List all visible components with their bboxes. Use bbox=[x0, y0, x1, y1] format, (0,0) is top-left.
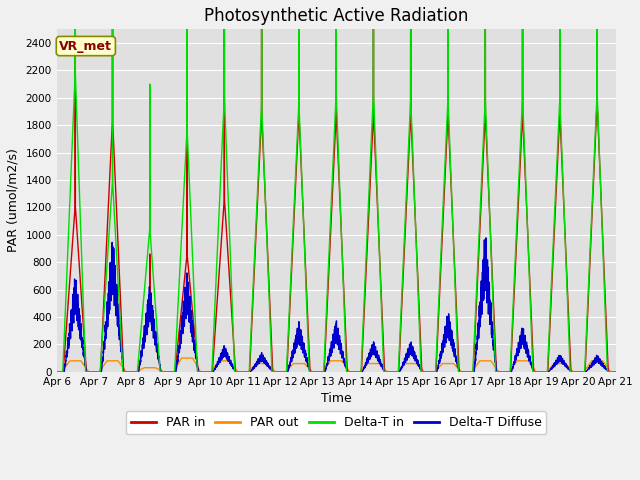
X-axis label: Time: Time bbox=[321, 392, 351, 405]
Legend: PAR in, PAR out, Delta-T in, Delta-T Diffuse: PAR in, PAR out, Delta-T in, Delta-T Dif… bbox=[126, 411, 547, 434]
Text: VR_met: VR_met bbox=[60, 39, 112, 52]
Y-axis label: PAR (umol/m2/s): PAR (umol/m2/s) bbox=[7, 149, 20, 252]
Title: Photosynthetic Active Radiation: Photosynthetic Active Radiation bbox=[204, 7, 468, 25]
